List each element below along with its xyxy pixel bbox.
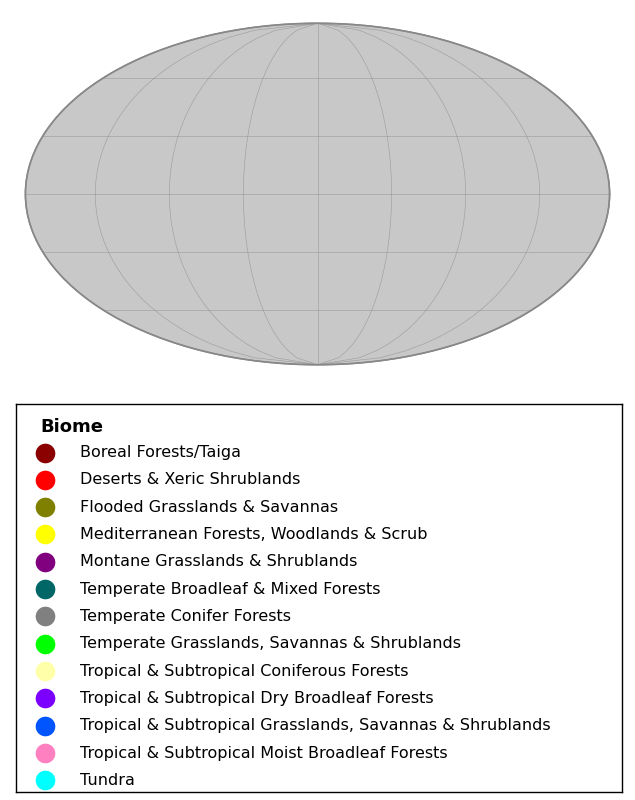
Point xyxy=(40,746,50,759)
Text: Tropical & Subtropical Dry Broadleaf Forests: Tropical & Subtropical Dry Broadleaf For… xyxy=(79,691,433,706)
Text: Boreal Forests/Taiga: Boreal Forests/Taiga xyxy=(79,445,241,460)
Point xyxy=(40,446,50,459)
Text: Deserts & Xeric Shrublands: Deserts & Xeric Shrublands xyxy=(79,472,300,487)
Text: Temperate Broadleaf & Mixed Forests: Temperate Broadleaf & Mixed Forests xyxy=(79,582,380,597)
Point xyxy=(40,555,50,568)
Text: Tropical & Subtropical Grasslands, Savannas & Shrublands: Tropical & Subtropical Grasslands, Savan… xyxy=(79,718,550,734)
Point xyxy=(40,638,50,650)
Text: Temperate Grasslands, Savannas & Shrublands: Temperate Grasslands, Savannas & Shrubla… xyxy=(79,636,460,651)
Point xyxy=(40,719,50,732)
Ellipse shape xyxy=(25,23,610,365)
Text: Mediterranean Forests, Woodlands & Scrub: Mediterranean Forests, Woodlands & Scrub xyxy=(79,527,427,542)
Text: Montane Grasslands & Shrublands: Montane Grasslands & Shrublands xyxy=(79,554,357,570)
Text: Tropical & Subtropical Coniferous Forests: Tropical & Subtropical Coniferous Forest… xyxy=(79,663,408,678)
Point xyxy=(40,774,50,786)
Text: Tundra: Tundra xyxy=(79,773,135,788)
Point xyxy=(40,528,50,541)
Point xyxy=(40,582,50,595)
Text: Biome: Biome xyxy=(40,418,103,435)
Text: Tropical & Subtropical Moist Broadleaf Forests: Tropical & Subtropical Moist Broadleaf F… xyxy=(79,746,447,761)
Point xyxy=(40,501,50,514)
Point xyxy=(40,610,50,623)
Text: Flooded Grasslands & Savannas: Flooded Grasslands & Savannas xyxy=(79,500,338,514)
Point xyxy=(40,692,50,705)
Point xyxy=(40,665,50,678)
Text: Temperate Conifer Forests: Temperate Conifer Forests xyxy=(79,609,291,624)
Point xyxy=(40,474,50,486)
